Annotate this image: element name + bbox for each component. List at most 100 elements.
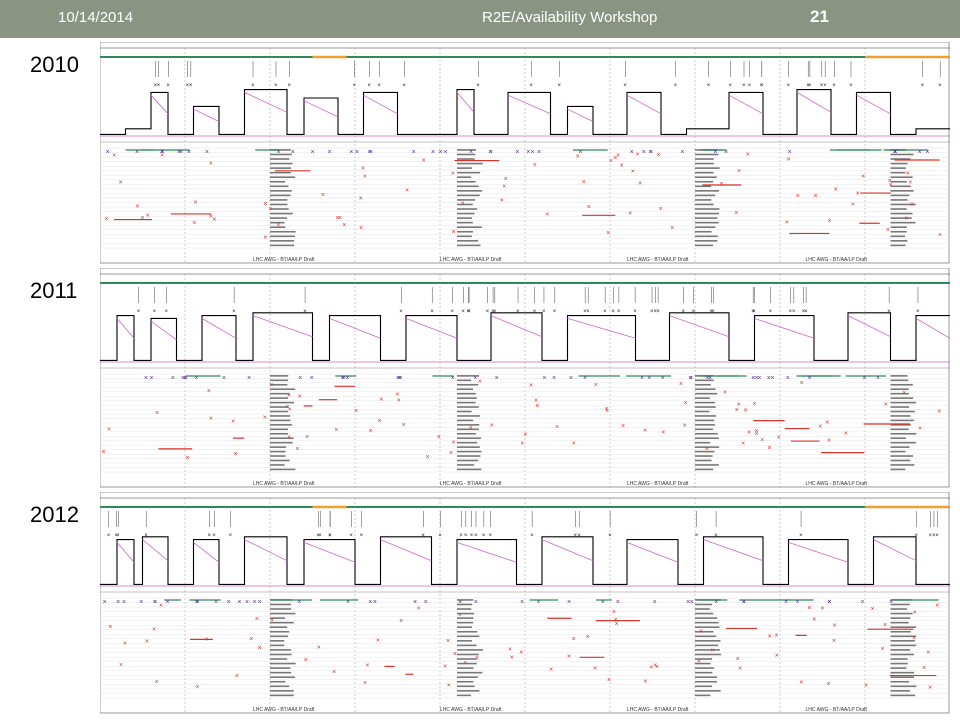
beam-dump-marker: × (770, 375, 774, 382)
beam-dump-marker: × (153, 599, 157, 606)
event-row-label (270, 401, 295, 404)
beam-dump-marker: × (116, 599, 120, 606)
beam-dump-marker: × (827, 599, 831, 606)
event-row-label (457, 158, 475, 160)
fill-marker: × (328, 533, 332, 539)
year-label-2011: 2011 (30, 278, 78, 303)
fault-marker: × (582, 179, 586, 186)
event-row-label (890, 649, 911, 651)
beam-dump-marker: × (515, 149, 519, 156)
event-row-label (695, 419, 715, 422)
event-row-label (270, 653, 292, 656)
beam-dump-marker: × (194, 375, 198, 382)
fault-marker: × (870, 606, 874, 613)
event-row-label (890, 694, 916, 697)
beam-dump-marker: × (153, 599, 157, 606)
event-row-label (695, 694, 711, 697)
beam-dump-marker: × (277, 149, 281, 156)
fault-marker: × (775, 652, 779, 659)
fault-marker: × (152, 627, 156, 634)
slide-title: R2E/Availability Workshop (482, 9, 658, 26)
fault-marker: × (628, 210, 632, 217)
event-row-label (270, 685, 290, 688)
fault-marker: × (881, 646, 885, 653)
fill-marker: × (692, 309, 696, 315)
event-row-label (270, 397, 288, 399)
event-row-label (890, 419, 914, 422)
fault-marker: × (832, 638, 836, 645)
fill-marker: × (459, 533, 463, 539)
fault-marker: × (768, 445, 772, 452)
fault-marker: × (615, 621, 619, 628)
fault-marker: × (426, 454, 430, 461)
event-row-label (695, 649, 720, 651)
event-row-label (457, 617, 474, 619)
beam-dump-marker: × (784, 599, 788, 606)
fill-marker: × (751, 309, 755, 315)
beam-dump-marker: × (724, 149, 728, 156)
fault-marker: × (140, 215, 144, 222)
footer-label: LHC AWG - BT/AA/LP Draft (627, 707, 689, 713)
event-row-label (270, 162, 293, 165)
intensity-series-line (100, 536, 950, 585)
fault-marker: × (736, 656, 740, 663)
event-row-label (457, 415, 480, 417)
fault-marker: × (304, 657, 308, 664)
fill-marker: × (399, 309, 403, 315)
event-row-label (270, 383, 288, 386)
fill-marker: × (486, 309, 490, 315)
event-row-label (457, 392, 476, 395)
fault-marker: × (519, 650, 523, 657)
fault-marker: × (741, 441, 745, 448)
fault-marker: × (263, 234, 267, 241)
fault-marker: × (453, 651, 457, 658)
fault-marker: × (195, 684, 199, 691)
fault-marker: × (723, 389, 727, 396)
event-row-label (890, 158, 911, 160)
fill-marker: × (529, 83, 533, 89)
event-row-label (270, 603, 291, 606)
fault-marker: × (922, 665, 926, 672)
event-row-label (270, 640, 285, 642)
beam-dump-marker: × (196, 599, 200, 606)
fill-marker: × (760, 83, 764, 89)
event-row-label (270, 644, 285, 647)
event-row-label (270, 212, 293, 215)
event-row-label (457, 203, 473, 206)
event-row-label (457, 226, 482, 229)
beam-dump-marker: × (714, 599, 718, 606)
event-row-label (890, 410, 915, 413)
fault-marker: × (508, 646, 512, 653)
fill-marker: × (709, 309, 713, 315)
fill-marker: × (714, 533, 718, 539)
beam-dump-marker: × (827, 599, 831, 606)
fill-marker: × (491, 309, 495, 315)
fault-marker: × (502, 183, 506, 190)
fill-marker: × (402, 83, 406, 89)
fault-marker: × (926, 650, 930, 657)
fault-marker: × (643, 427, 647, 434)
event-row-label (695, 459, 712, 462)
event-row-label (457, 658, 477, 660)
event-row-label (890, 690, 910, 692)
fill-marker: × (769, 309, 773, 315)
fill-marker: × (656, 309, 660, 315)
event-row-label (695, 617, 718, 619)
event-row-label (890, 226, 907, 229)
fault-marker: × (535, 403, 539, 410)
event-row-label (890, 176, 913, 179)
event-row-label (270, 226, 286, 229)
event-row-label (890, 432, 917, 435)
event-row-label (890, 603, 910, 606)
beam-dump-marker: × (345, 375, 349, 382)
fault-marker: × (449, 450, 453, 457)
fault-marker: × (523, 432, 527, 439)
fault-marker: × (146, 213, 150, 220)
fault-marker: × (616, 152, 620, 159)
event-row-label (457, 149, 477, 151)
fault-marker: × (827, 218, 831, 225)
event-row-label (457, 630, 478, 633)
timeline-chart-2010: × ×× ×× × ××× × ×× ××× ××× × ×× ××× ×× ××× ×××× ××× ×× ××… (100, 42, 950, 264)
fill-marker: × (788, 309, 792, 315)
fault-marker: × (321, 192, 325, 199)
